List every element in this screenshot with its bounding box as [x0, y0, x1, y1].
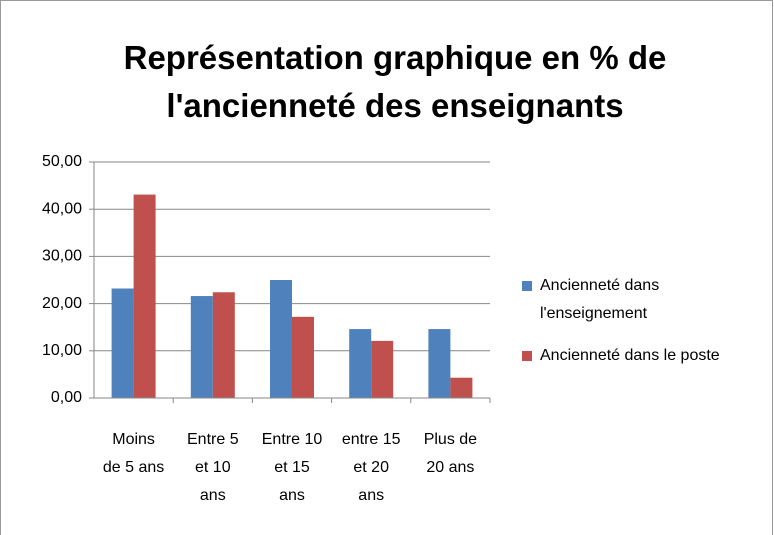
x-tick-label: Plus de 20 ans	[424, 431, 477, 476]
legend-label: Ancienneté dans l'enseignement	[540, 277, 659, 322]
bar	[450, 377, 473, 398]
legend-swatch	[522, 351, 532, 361]
bar	[292, 316, 314, 398]
bar	[212, 292, 235, 398]
x-tick-label: Moins de 5 ans	[103, 431, 164, 476]
y-tick-label: 30,00	[42, 248, 82, 265]
bar	[133, 194, 156, 398]
y-tick-label: 10,00	[42, 342, 82, 359]
chart-title: Représentation graphique en % de l'ancien…	[124, 39, 667, 124]
x-tick-label: entre 15 et 20 ans	[342, 431, 401, 504]
bar	[111, 288, 134, 398]
bar	[349, 329, 372, 398]
y-tick-label: 40,00	[42, 200, 82, 217]
x-tick-label: Entre 5 et 10 ans	[187, 431, 239, 504]
bar	[428, 329, 451, 398]
bar	[371, 340, 394, 398]
y-tick-label: 20,00	[42, 295, 82, 312]
bar	[190, 296, 213, 398]
y-tick-label: 50,00	[42, 153, 82, 170]
legend-label: Ancienneté dans le poste	[540, 347, 720, 364]
x-tick-label: Entre 10 et 15 ans	[262, 431, 323, 504]
y-tick-label: 0,00	[51, 389, 82, 406]
bar	[270, 280, 292, 398]
legend-swatch	[522, 281, 532, 291]
